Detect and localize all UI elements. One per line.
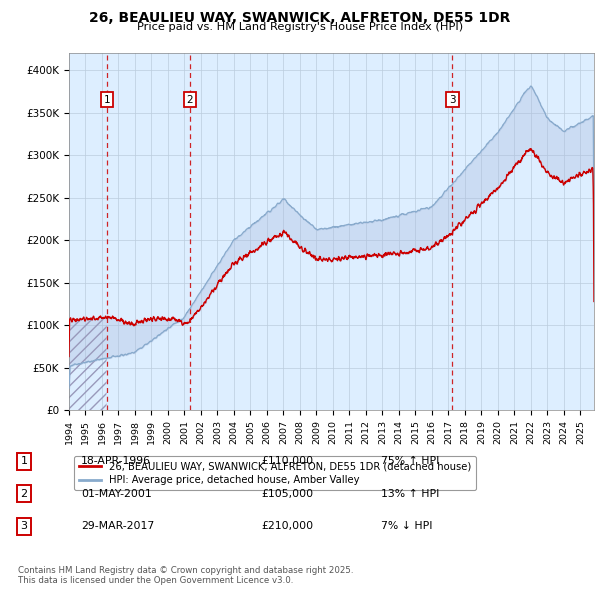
Text: 26, BEAULIEU WAY, SWANWICK, ALFRETON, DE55 1DR: 26, BEAULIEU WAY, SWANWICK, ALFRETON, DE… — [89, 11, 511, 25]
Text: 1: 1 — [103, 94, 110, 104]
Text: 13% ↑ HPI: 13% ↑ HPI — [381, 489, 439, 499]
Text: £110,000: £110,000 — [261, 457, 313, 466]
Text: 3: 3 — [449, 94, 455, 104]
Text: 7% ↓ HPI: 7% ↓ HPI — [381, 522, 433, 531]
Text: 1: 1 — [20, 457, 28, 466]
Text: 2: 2 — [187, 94, 193, 104]
Text: 3: 3 — [20, 522, 28, 531]
Text: £210,000: £210,000 — [261, 522, 313, 531]
Text: 18-APR-1996: 18-APR-1996 — [81, 457, 151, 466]
Legend: 26, BEAULIEU WAY, SWANWICK, ALFRETON, DE55 1DR (detached house), HPI: Average pr: 26, BEAULIEU WAY, SWANWICK, ALFRETON, DE… — [74, 456, 476, 490]
Text: 29-MAR-2017: 29-MAR-2017 — [81, 522, 154, 531]
Text: £105,000: £105,000 — [261, 489, 313, 499]
Text: 75% ↑ HPI: 75% ↑ HPI — [381, 457, 439, 466]
Text: 01-MAY-2001: 01-MAY-2001 — [81, 489, 152, 499]
Text: Price paid vs. HM Land Registry's House Price Index (HPI): Price paid vs. HM Land Registry's House … — [137, 22, 463, 32]
Text: Contains HM Land Registry data © Crown copyright and database right 2025.
This d: Contains HM Land Registry data © Crown c… — [18, 566, 353, 585]
Text: 2: 2 — [20, 489, 28, 499]
